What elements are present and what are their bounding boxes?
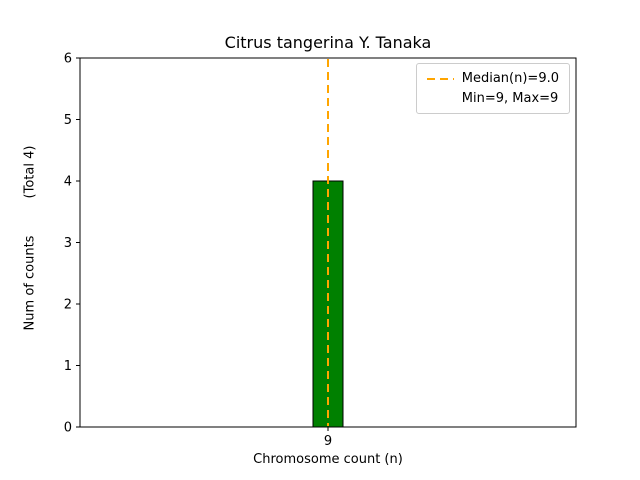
x-tick-label: 9	[324, 434, 332, 449]
y-tick-label: 0	[64, 421, 72, 436]
y-tick-label: 6	[64, 52, 72, 67]
x-axis-label: Chromosome count (n)	[253, 452, 403, 467]
chart-title: Citrus tangerina Y. Tanaka	[224, 33, 432, 52]
y-tick-label: 5	[64, 113, 72, 128]
y-axis-label-total: (Total 4)	[22, 145, 38, 199]
y-tick-label: 3	[64, 236, 72, 251]
legend-label-minmax: Min=9, Max=9	[461, 91, 559, 106]
legend: Median(n)=9.0 Min=9, Max=9	[415, 63, 570, 114]
legend-swatch-empty	[427, 94, 454, 104]
legend-label-median: Median(n)=9.0	[461, 71, 559, 86]
legend-entry-median: Median(n)=9.0	[426, 71, 559, 86]
y-tick-label: 4	[64, 175, 72, 190]
legend-entry-minmax: Min=9, Max=9	[427, 91, 559, 106]
y-tick-label: 1	[64, 359, 72, 374]
y-axis-label: Num of counts	[22, 235, 38, 331]
y-tick-label: 2	[64, 298, 72, 313]
median-line-swatch-icon	[426, 77, 454, 80]
